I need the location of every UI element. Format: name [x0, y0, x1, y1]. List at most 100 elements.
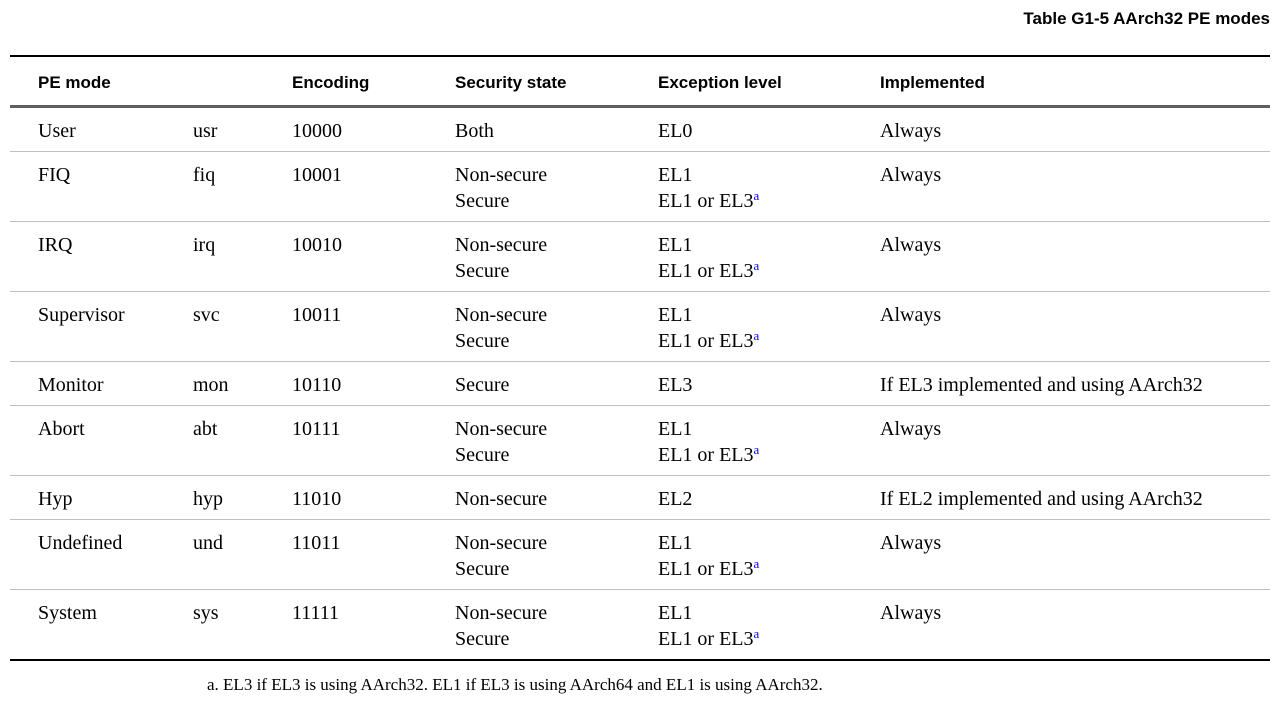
encoding-cell: 10000 [292, 120, 342, 142]
pe-mode-cell: FIQ [38, 164, 71, 186]
encoding-cell: 11011 [292, 532, 341, 554]
column-header-security-state: Security state [455, 73, 567, 92]
exception-level-cell: EL1 EL1 or EL3a [658, 590, 880, 661]
table-row-undefined: Undefined und 11011 Non-secure Secure EL… [10, 520, 1270, 590]
column-header-pe-mode: PE mode [38, 73, 111, 92]
exception-text: EL1 or EL3 [658, 558, 754, 580]
pe-mode-cell: Monitor [38, 374, 104, 396]
pe-mode-cell: Hyp [38, 488, 73, 510]
exception-level-cell: EL1 EL1 or EL3a [658, 152, 880, 222]
footnote-ref-link[interactable]: a [753, 258, 760, 273]
exception-line: EL1 or EL3a [658, 556, 874, 582]
column-header-implemented: Implemented [880, 73, 985, 92]
abbr-cell: fiq [193, 164, 216, 186]
security-state-cell: Non-secure Secure [455, 590, 658, 661]
pe-modes-table: PE mode Encoding Security state Exceptio… [10, 55, 1270, 661]
abbr-cell: svc [193, 304, 220, 326]
exception-line: EL1 [658, 602, 693, 624]
exception-line: EL1 [658, 304, 693, 326]
table-row-system: System sys 11111 Non-secure Secure EL1 E… [10, 590, 1270, 661]
security-state-cell: Non-secure Secure [455, 152, 658, 222]
pe-mode-cell: Abort [38, 418, 85, 440]
exception-line: EL1 or EL3a [658, 626, 874, 652]
pe-mode-cell: Undefined [38, 532, 123, 554]
pe-mode-cell: User [38, 120, 76, 142]
implemented-cell: Always [880, 418, 942, 440]
security-state-cell: Both [455, 107, 658, 152]
exception-line: EL1 [658, 164, 693, 186]
security-line: Non-secure [455, 164, 548, 186]
table-header: PE mode Encoding Security state Exceptio… [10, 56, 1270, 107]
implemented-cell: Always [880, 120, 942, 142]
security-line: Non-secure [455, 602, 548, 624]
security-line: Secure [455, 558, 510, 580]
abbr-cell: hyp [193, 488, 223, 510]
pe-mode-cell: System [38, 602, 97, 624]
security-line: Secure [455, 374, 510, 396]
abbr-cell: und [193, 532, 223, 554]
exception-text: EL1 or EL3 [658, 260, 754, 282]
abbr-cell: sys [193, 602, 219, 624]
footnote-ref-link[interactable]: a [753, 188, 760, 203]
footnote-ref-link[interactable]: a [753, 328, 760, 343]
security-line: Secure [455, 190, 510, 212]
table-row-hyp: Hyp hyp 11010 Non-secure EL2 If EL2 impl… [10, 476, 1270, 520]
column-header-exception-level: Exception level [658, 73, 782, 92]
table-caption: Table G1-5 AArch32 PE modes [1023, 9, 1270, 28]
exception-line: EL1 or EL3a [658, 188, 874, 214]
exception-level-cell: EL1 EL1 or EL3a [658, 406, 880, 476]
table-body: User usr 10000 Both EL0 Always FIQ fiq 1… [10, 107, 1270, 661]
table-row-user: User usr 10000 Both EL0 Always [10, 107, 1270, 152]
security-line: Secure [455, 330, 510, 352]
security-state-cell: Non-secure Secure [455, 222, 658, 292]
security-line: Secure [455, 260, 510, 282]
footnote-ref-link[interactable]: a [753, 626, 760, 641]
exception-line: EL1 [658, 532, 693, 554]
exception-level-cell: EL2 [658, 476, 880, 520]
security-line: Both [455, 120, 494, 142]
table-row-fiq: FIQ fiq 10001 Non-secure Secure EL1 EL1 … [10, 152, 1270, 222]
exception-text: EL1 or EL3 [658, 628, 754, 650]
security-state-cell: Non-secure Secure [455, 520, 658, 590]
abbr-cell: abt [193, 418, 218, 440]
column-header-encoding: Encoding [292, 73, 370, 92]
encoding-cell: 10011 [292, 304, 342, 326]
exception-line: EL1 [658, 418, 693, 440]
implemented-cell: Always [880, 304, 942, 326]
footnote-ref-link[interactable]: a [753, 442, 760, 457]
security-line: Secure [455, 628, 510, 650]
footnote-ref-link[interactable]: a [753, 556, 760, 571]
exception-text: EL1 or EL3 [658, 190, 754, 212]
pe-mode-cell: IRQ [38, 234, 73, 256]
table-row-abort: Abort abt 10111 Non-secure Secure EL1 EL… [10, 406, 1270, 476]
implemented-cell: Always [880, 234, 942, 256]
exception-line: EL1 or EL3a [658, 442, 874, 468]
security-state-cell: Non-secure Secure [455, 406, 658, 476]
exception-line: EL3 [658, 374, 693, 396]
abbr-cell: usr [193, 120, 218, 142]
exception-level-cell: EL3 [658, 362, 880, 406]
exception-level-cell: EL0 [658, 107, 880, 152]
exception-line: EL2 [658, 488, 693, 510]
security-state-cell: Non-secure Secure [455, 292, 658, 362]
security-line: Non-secure [455, 488, 548, 510]
security-line: Non-secure [455, 234, 548, 256]
table-row-irq: IRQ irq 10010 Non-secure Secure EL1 EL1 … [10, 222, 1270, 292]
security-line: Non-secure [455, 418, 548, 440]
implemented-cell: If EL3 implemented and using AArch32 [880, 374, 1203, 396]
implemented-cell: Always [880, 602, 942, 624]
implemented-cell: If EL2 implemented and using AArch32 [880, 488, 1203, 510]
implemented-cell: Always [880, 532, 942, 554]
abbr-cell: irq [193, 234, 216, 256]
security-state-cell: Secure [455, 362, 658, 406]
encoding-cell: 10010 [292, 234, 342, 256]
exception-line: EL1 [658, 234, 693, 256]
exception-line: EL1 or EL3a [658, 328, 874, 354]
encoding-cell: 11010 [292, 488, 342, 510]
security-state-cell: Non-secure [455, 476, 658, 520]
table-row-monitor: Monitor mon 10110 Secure EL3 If EL3 impl… [10, 362, 1270, 406]
security-line: Non-secure [455, 532, 548, 554]
encoding-cell: 11111 [292, 602, 340, 624]
exception-line: EL0 [658, 120, 693, 142]
